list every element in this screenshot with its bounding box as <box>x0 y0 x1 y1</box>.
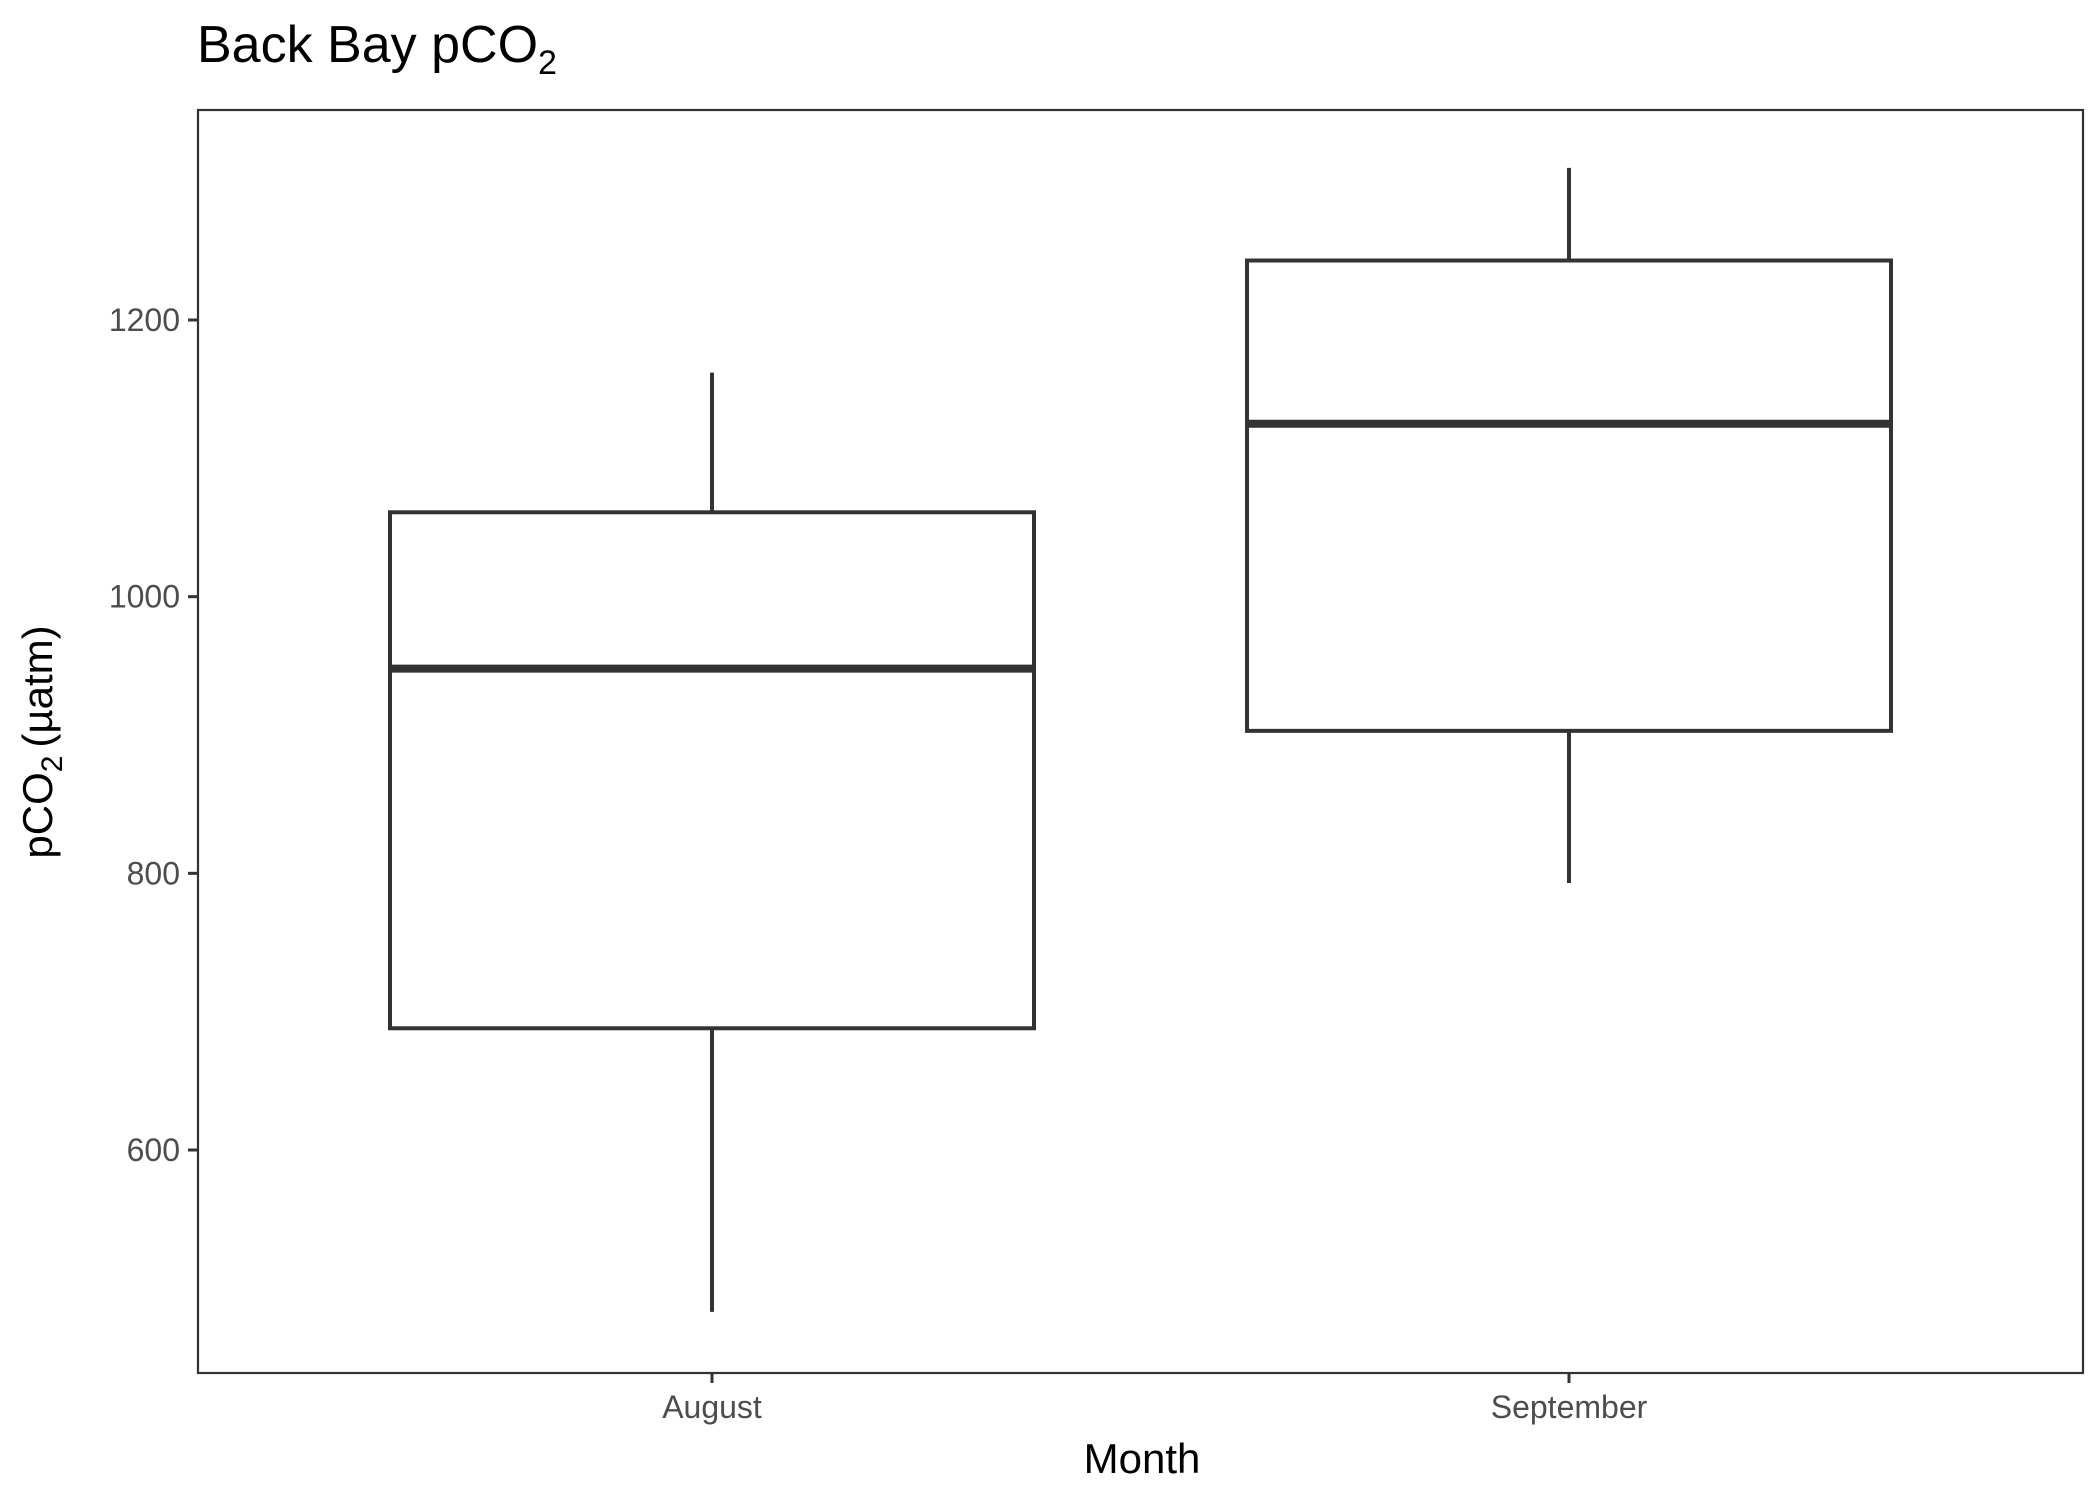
x-tick-label: September <box>1491 1389 1648 1425</box>
panel-border <box>196 108 2085 1375</box>
chart-title-subscript: 2 <box>538 44 557 82</box>
y-tick-label: 1000 <box>109 579 180 615</box>
chart-title-main: Back Bay pCO <box>197 16 538 74</box>
y-axis-title: pCO2 (µatm) <box>14 625 69 858</box>
box-september <box>1245 258 1893 733</box>
plot-area <box>388 167 1893 1312</box>
y-axis-title-unit: (µatm) <box>14 625 61 747</box>
box-august <box>388 510 1036 1031</box>
y-tick-label: 600 <box>127 1132 180 1168</box>
x-axis-title: Month <box>1084 1435 1201 1482</box>
y-axis-title-main: pCO <box>14 772 61 858</box>
chart-title: Back Bay pCO2 <box>197 16 557 82</box>
x-tick-label: August <box>662 1389 762 1425</box>
y-tick-label: 800 <box>127 855 180 891</box>
y-axis-title-subscript: 2 <box>36 756 69 773</box>
y-tick-label: 1200 <box>109 302 180 338</box>
y-axis: 600 800 1000 1200 <box>109 302 198 1168</box>
x-axis: August September <box>662 1373 1648 1425</box>
